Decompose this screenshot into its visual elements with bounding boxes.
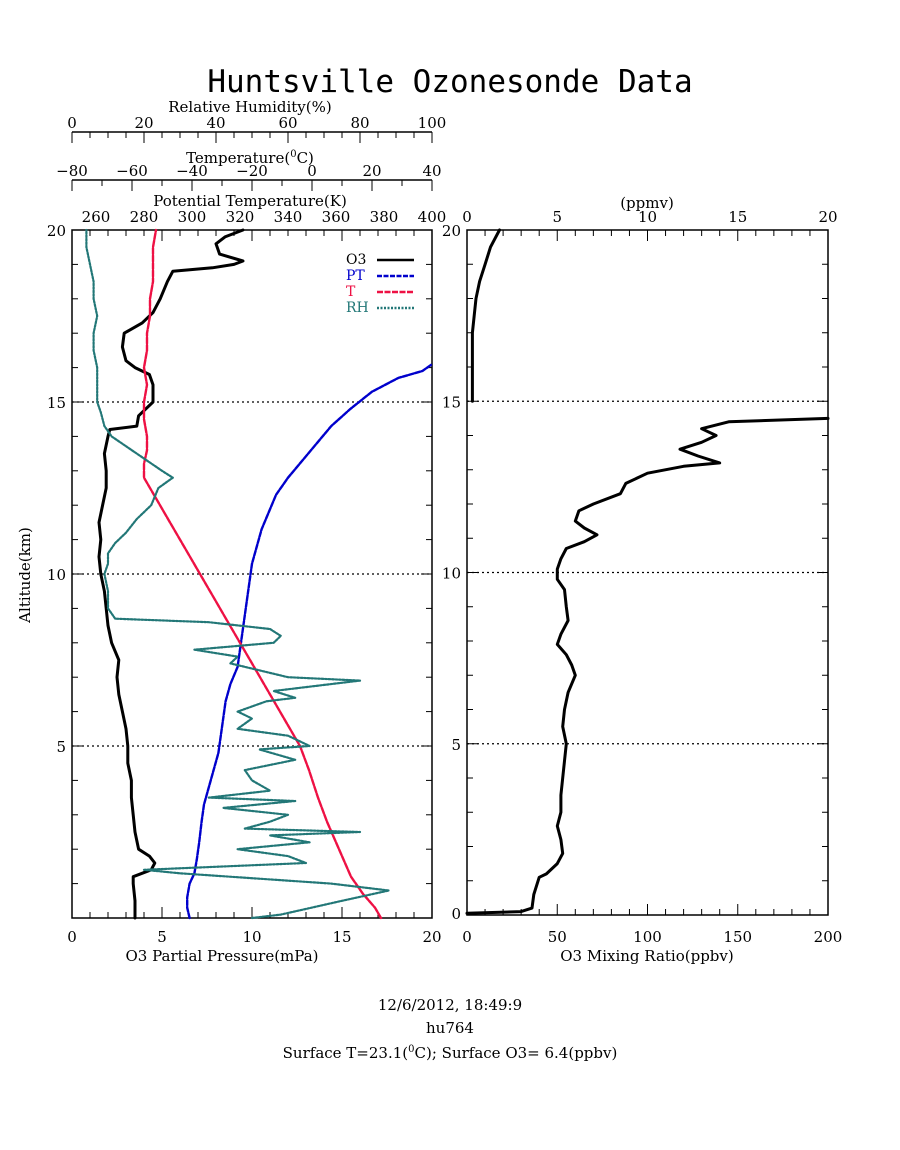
left-grid <box>72 401 432 747</box>
left-ytick-label: 15 <box>47 394 66 412</box>
ppmv-axis-label: (ppmv) <box>620 194 674 212</box>
left-series-rh-line <box>85 228 390 920</box>
o3-tick-label: 15 <box>332 928 351 946</box>
o3-axis-label: O3 Partial Pressure(mPa) <box>125 947 318 965</box>
left-series-pt-line <box>185 363 434 920</box>
ppmv-tick-label: 5 <box>552 208 562 226</box>
mr-tick-label: 0 <box>462 928 472 946</box>
ppmv-tick-label: 10 <box>638 208 657 226</box>
rh-tick-label: 80 <box>350 114 369 132</box>
t-tick-label: −40 <box>176 162 208 180</box>
right-ytick-label: 20 <box>442 222 461 240</box>
legend-label-o3: O3 <box>346 252 366 268</box>
t-tick-label: −80 <box>56 162 88 180</box>
rh-axis-label: Relative Humidity(%) <box>168 98 331 116</box>
pt-tick-label: 380 <box>370 208 399 226</box>
left-series <box>85 228 434 920</box>
mr-tick-label: 200 <box>814 928 843 946</box>
right-grid <box>467 400 828 745</box>
rh-tick-label: 60 <box>278 114 297 132</box>
legend-label-pt: PT <box>346 268 365 284</box>
t-tick-label: 20 <box>362 162 381 180</box>
ppmv-tick-label: 20 <box>818 208 837 226</box>
right-series-o3-1-line <box>470 228 501 403</box>
ppmv-tick-label: 0 <box>462 208 472 226</box>
pt-tick-label: 320 <box>226 208 255 226</box>
right-ytick-label: 10 <box>442 565 461 583</box>
footer-datetime: 12/6/2012, 18:49:9 <box>378 996 522 1014</box>
left-ytick-label: 20 <box>47 222 66 240</box>
rh-tick-label: 40 <box>206 114 225 132</box>
mr-tick-label: 100 <box>633 928 662 946</box>
legend-label-t: T <box>346 284 356 300</box>
rh-tick-label: 0 <box>67 114 77 132</box>
altitude-axis-label: Altitude(km) <box>16 527 34 624</box>
right-series <box>465 228 830 915</box>
pt-tick-label: 340 <box>274 208 303 226</box>
footer-surface-info: Surface T=23.1(0C); Surface O3= 6.4(ppbv… <box>283 1044 618 1062</box>
mr-tick-label: 50 <box>548 928 567 946</box>
pt-tick-label: 360 <box>322 208 351 226</box>
chart-title: Huntsville Ozonesonde Data <box>207 64 692 100</box>
o3-tick-label: 20 <box>422 928 441 946</box>
pt-tick-label: 260 <box>82 208 111 226</box>
pt-tick-label: 300 <box>178 208 207 226</box>
pt-tick-label: 280 <box>130 208 159 226</box>
t-tick-label: −20 <box>236 162 268 180</box>
right-ytick-label: 0 <box>451 905 461 923</box>
right-ytick-label: 15 <box>442 393 461 411</box>
o3-tick-label: 0 <box>67 928 77 946</box>
left-ytick-label: 10 <box>47 566 66 584</box>
o3-tick-label: 10 <box>242 928 261 946</box>
rh-tick-label: 100 <box>418 114 447 132</box>
legend-label-rh: RH <box>346 300 369 316</box>
footer: 12/6/2012, 18:49:9 hu764 Surface T=23.1(… <box>283 996 618 1062</box>
left-series-t-line <box>142 228 383 920</box>
t-tick-label: −60 <box>116 162 148 180</box>
footer-id: hu764 <box>426 1019 474 1037</box>
o3-tick-label: 5 <box>157 928 167 946</box>
ppmv-tick-label: 15 <box>728 208 747 226</box>
right-series-o3-0-line <box>465 416 830 915</box>
rh-tick-label: 20 <box>134 114 153 132</box>
mr-tick-label: 150 <box>723 928 752 946</box>
pt-tick-label: 400 <box>418 208 447 226</box>
left-ytick-label: 5 <box>56 738 66 756</box>
temperature-axis-label: Temperature(0C) <box>186 149 314 167</box>
mixing-ratio-axis-label: O3 Mixing Ratio(ppbv) <box>560 947 733 965</box>
left-series-o3-line <box>97 228 245 920</box>
t-tick-label: 40 <box>422 162 441 180</box>
t-tick-label: 0 <box>307 162 317 180</box>
pt-axis-label: Potential Temperature(K) <box>153 192 347 210</box>
right-ytick-label: 5 <box>451 736 461 754</box>
